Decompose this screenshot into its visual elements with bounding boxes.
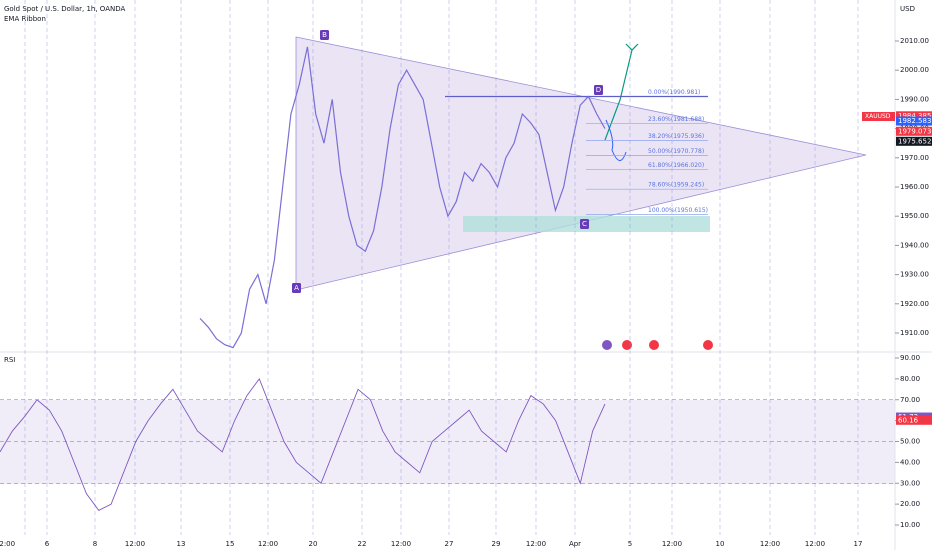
x-tick-label: 13 xyxy=(177,540,186,548)
series-line xyxy=(0,377,606,511)
fib-label: 50.00%(1970.778) xyxy=(648,148,704,155)
price-label-box xyxy=(896,116,932,126)
price-label-box xyxy=(896,136,932,146)
symbol: Gold Spot / U.S. Dollar, 1h, OANDA xyxy=(4,5,125,13)
price-label: 1979.073 xyxy=(898,127,931,135)
price-label: 1982.583 xyxy=(898,117,931,125)
x-tick-label: 22 xyxy=(358,540,367,548)
event-icon[interactable] xyxy=(602,340,612,350)
y-tick-label: 1910.00 xyxy=(900,329,929,337)
rsi-tick-label: 80.00 xyxy=(900,375,920,383)
x-tick-label: 12:00 xyxy=(0,540,15,548)
y-tick-label: 2010.00 xyxy=(900,37,929,45)
x-tick-label: 12:00 xyxy=(391,540,411,548)
fib-label: 100.00%(1950.615) xyxy=(648,207,708,214)
symbol-tag xyxy=(862,112,895,121)
rsi-tick-label: 40.00 xyxy=(900,458,920,466)
fib-label: 23.60%(1981.688) xyxy=(648,116,704,123)
y-tick-label: 1950.00 xyxy=(900,212,929,220)
price-label: 1975.652 xyxy=(898,137,931,145)
rsi-tick-label: 30.00 xyxy=(900,479,920,487)
x-tick-label: 12:00 xyxy=(805,540,825,548)
fib-label: 61.80%(1966.020) xyxy=(648,162,704,169)
x-tick-label: 27 xyxy=(445,540,454,548)
rsi-band xyxy=(0,400,895,484)
x-tick-label: 10 xyxy=(716,540,725,548)
fib-label: 38.20%(1975.936) xyxy=(648,133,704,140)
symbol-tag-label: XAUUSD xyxy=(865,113,891,120)
pivot-box xyxy=(320,30,329,40)
pivot-label: C xyxy=(582,220,587,228)
rsi-tick-label: 70.00 xyxy=(900,396,920,404)
y-tick-label: 1920.00 xyxy=(900,300,929,308)
currency: USD xyxy=(900,5,915,13)
rsi-tick-label: 20.00 xyxy=(900,500,920,508)
x-tick-label: 12:00 xyxy=(662,540,682,548)
event-icon[interactable] xyxy=(649,340,659,350)
fib-label: 78.60%(1959.245) xyxy=(648,182,704,189)
y-tick-label: 1990.00 xyxy=(900,95,929,103)
y-tick-label: 1960.00 xyxy=(900,183,929,191)
price-label-box xyxy=(896,111,932,121)
pivot-label: A xyxy=(294,284,299,292)
fib-label: 0.00%(1990.981) xyxy=(648,89,700,96)
x-tick-label: Apr xyxy=(569,540,581,548)
x-tick-label: 20 xyxy=(309,540,318,548)
event-icon[interactable] xyxy=(622,340,632,350)
x-tick-label: 8 xyxy=(93,540,97,548)
indicator: EMA Ribbon xyxy=(4,15,46,23)
triangle xyxy=(295,36,867,291)
x-tick-label: 15 xyxy=(226,540,235,548)
rsi-tick-label: 50.00 xyxy=(900,438,920,446)
price-label: 1984.385 xyxy=(898,112,931,120)
pivot-label: D xyxy=(596,86,601,94)
x-tick-label: 5 xyxy=(628,540,632,548)
y-tick-label: 2000.00 xyxy=(900,66,929,74)
x-tick-label: 12:00 xyxy=(760,540,780,548)
rsi-tick-label: 90.00 xyxy=(900,354,920,362)
x-tick-label: 12:00 xyxy=(526,540,546,548)
projection-arrow xyxy=(604,49,633,141)
y-tick-label: 1970.00 xyxy=(900,154,929,162)
x-tick-label: 29 xyxy=(492,540,501,548)
x-tick-label: 12:00 xyxy=(125,540,145,548)
x-tick-label: 12:00 xyxy=(258,540,278,548)
pivot-box xyxy=(580,219,589,229)
pivot-box xyxy=(594,85,603,95)
y-tick-label: 1940.00 xyxy=(900,241,929,249)
rsi-tick-label: 10.00 xyxy=(900,521,920,529)
y-tick-label: 1930.00 xyxy=(900,271,929,279)
pivot-box xyxy=(292,283,301,293)
arrow-head xyxy=(625,43,639,51)
x-tick-label: 6 xyxy=(45,540,50,548)
price-label: 60.16 xyxy=(898,416,919,424)
pivot-label: B xyxy=(322,31,327,39)
price-label-box xyxy=(896,415,932,425)
event-icon[interactable] xyxy=(703,340,713,350)
rsi-title: RSI xyxy=(4,356,15,364)
x-tick-label: 17 xyxy=(854,540,863,548)
path-sketch xyxy=(605,119,627,161)
price-label-box xyxy=(896,126,932,136)
series-line xyxy=(199,46,606,349)
